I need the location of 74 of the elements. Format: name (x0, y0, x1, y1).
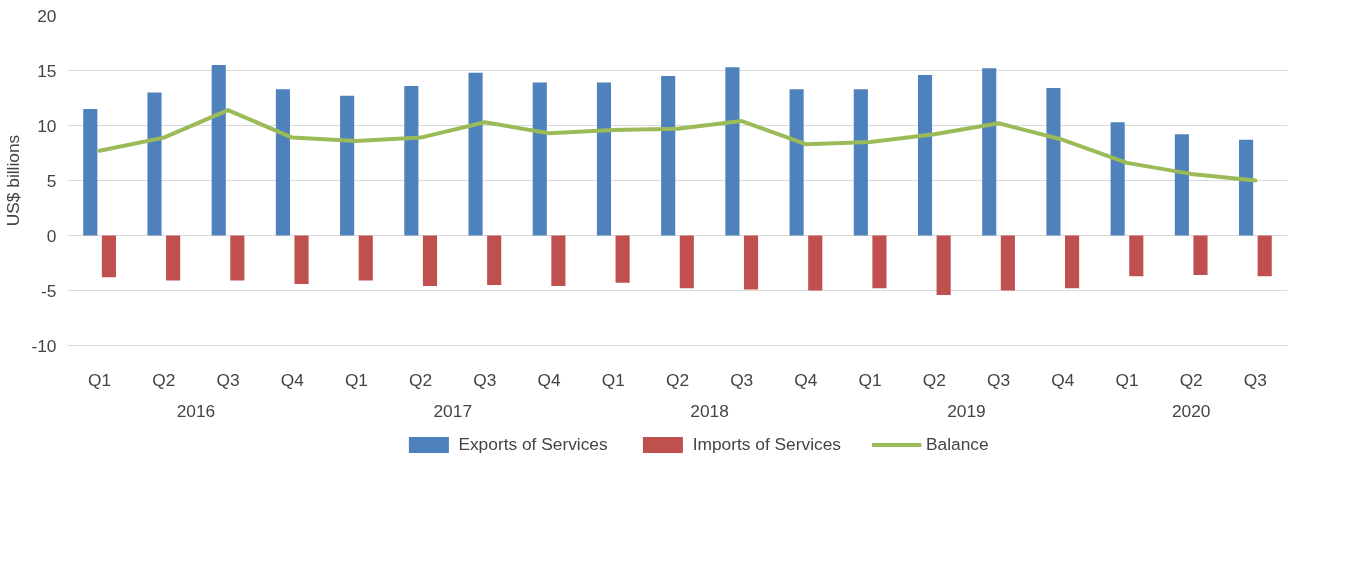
x-tick-label: Q3 (730, 369, 754, 390)
x-tick-label: Q1 (601, 369, 625, 390)
bar (1065, 235, 1080, 289)
bar (532, 82, 547, 236)
x-tick-label: Q3 (986, 369, 1011, 390)
bar (661, 76, 676, 236)
y-tick-label: 5 (46, 170, 57, 191)
legend-label: Exports of Services (458, 433, 608, 455)
legend-label: Imports of Services (692, 433, 841, 455)
bar (1110, 122, 1125, 236)
bar (211, 65, 226, 236)
text: 2019 (947, 400, 986, 421)
x-tick-label: Q4 (537, 369, 561, 390)
y-tick-label: 10 (37, 115, 57, 136)
x-tick-label: Q1 (1115, 369, 1139, 390)
bar (872, 235, 887, 289)
text: 2016 (176, 400, 216, 421)
bar (275, 89, 290, 236)
bar (1193, 235, 1208, 276)
x-tick-label: Q2 (1179, 369, 1203, 390)
bar (147, 92, 162, 236)
bar (1174, 134, 1189, 236)
y-tick-label: 20 (37, 5, 57, 26)
x-tick-label: Q2 (922, 369, 946, 390)
x-tick-label: Q4 (794, 369, 818, 390)
bar (230, 235, 245, 281)
x-tick-label: Q2 (152, 369, 176, 390)
x-tick-label: Q1 (858, 369, 882, 390)
bar (936, 235, 951, 295)
x-tick-label: Q2 (409, 369, 433, 390)
bar (853, 89, 868, 236)
bar (294, 235, 309, 284)
bar (166, 235, 181, 281)
text: 2020 (1171, 400, 1211, 421)
bar (679, 235, 694, 289)
x-tick-label: Q3 (1243, 369, 1267, 390)
x-tick-label: Q1 (344, 369, 369, 390)
line-series (97, 108, 1258, 183)
bar (1129, 235, 1144, 277)
bar (551, 235, 566, 287)
bar (596, 82, 612, 236)
bar (1046, 88, 1061, 236)
bar (982, 68, 997, 236)
bar (1257, 235, 1272, 277)
text: 2017 (433, 400, 473, 421)
x-tick-label: Q1 (88, 369, 112, 390)
y-axis-title: US$ billions (3, 134, 24, 227)
bar (101, 235, 116, 278)
x-tick-label: Q3 (216, 369, 240, 390)
bar (917, 74, 933, 236)
bar (1000, 235, 1015, 291)
bar (789, 89, 804, 236)
x-tick-label: Q4 (1051, 369, 1075, 390)
bar (808, 235, 823, 291)
text: 2018 (690, 400, 729, 421)
bar (422, 235, 438, 287)
x-tick-label: Q4 (280, 369, 305, 390)
bar (725, 67, 740, 236)
bar (1239, 139, 1254, 236)
y-tick-label: -5 (41, 280, 57, 301)
bar (743, 235, 759, 290)
x-tick-label: Q3 (473, 369, 497, 390)
y-tick-label: 0 (46, 225, 57, 246)
bar (615, 235, 630, 283)
y-tick-label: -10 (31, 335, 57, 356)
bar (404, 85, 419, 236)
bar (83, 109, 98, 236)
y-tick-label: 15 (37, 60, 57, 81)
legend-label: Balance (925, 433, 989, 455)
bar (487, 235, 502, 285)
bar (358, 235, 373, 281)
x-tick-label: Q2 (665, 369, 690, 390)
bar (340, 95, 355, 236)
bar (468, 72, 483, 236)
